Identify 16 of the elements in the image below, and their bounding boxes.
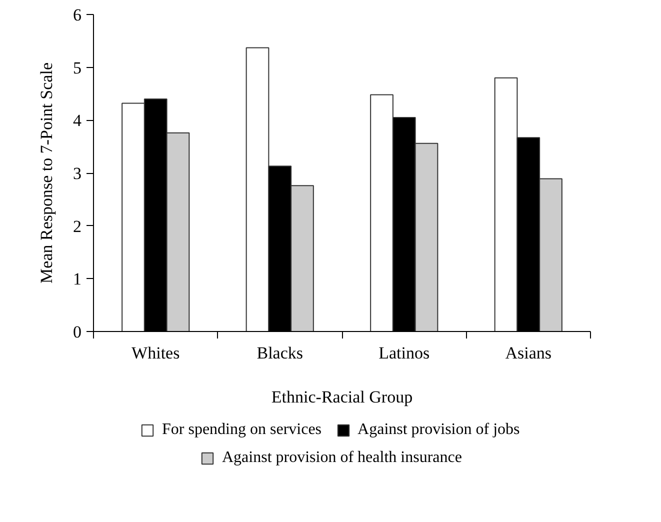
y-tick-label: 4 bbox=[73, 111, 82, 130]
y-tick-label: 1 bbox=[73, 270, 82, 289]
x-tick-label: Asians bbox=[505, 344, 552, 362]
x-tick-label: Blacks bbox=[256, 344, 304, 362]
x-axis-title: Ethnic-Racial Group bbox=[271, 388, 413, 406]
x-tick-label: Whites bbox=[132, 344, 180, 362]
y-tick-label: 6 bbox=[73, 6, 82, 24]
y-tick-label: 2 bbox=[73, 216, 82, 236]
y-tick-label: 3 bbox=[73, 164, 82, 183]
legend-label: Against provision of health insurance bbox=[222, 449, 462, 467]
legend-label: Against provision of jobs bbox=[358, 421, 520, 439]
legend-label: For spending on services bbox=[162, 421, 322, 439]
y-axis-title: Mean Response to 7-Point Scale bbox=[37, 62, 56, 284]
x-tick-label: Latinos bbox=[378, 344, 430, 362]
y-tick-label: 5 bbox=[73, 58, 82, 78]
y-tick-label: 0 bbox=[73, 322, 82, 342]
